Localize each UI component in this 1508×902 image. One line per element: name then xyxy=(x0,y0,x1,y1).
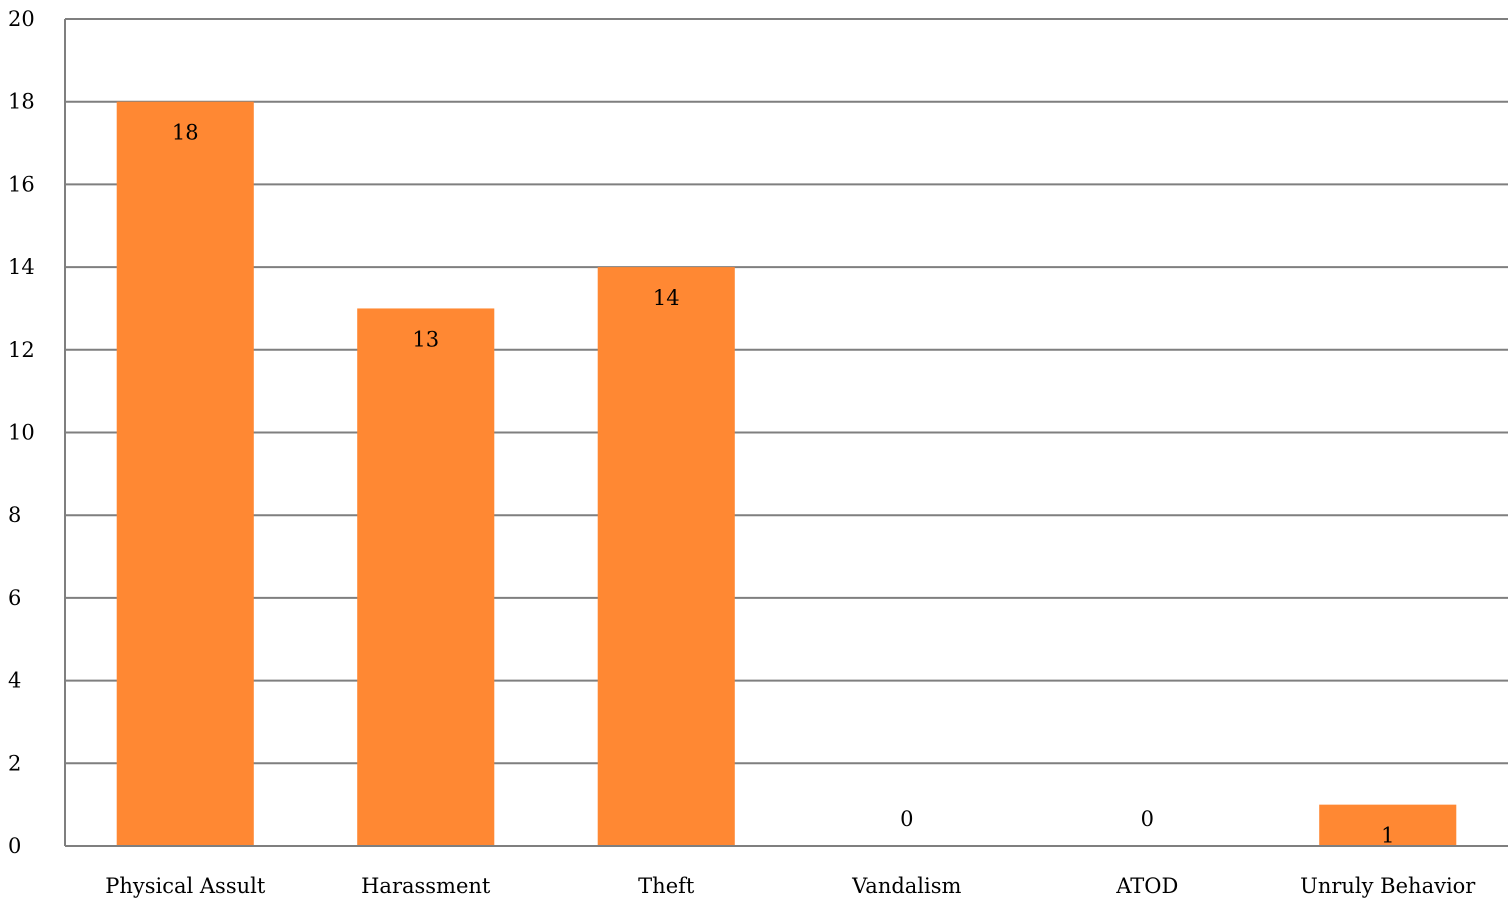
category-label-1: Harassment xyxy=(361,874,491,898)
x-axis-category-labels: Physical Assult Harassment Theft Vandalism A… xyxy=(105,874,1476,898)
gridlines xyxy=(65,18,1508,765)
y-axis-tick-labels: 0 2 4 6 8 10 12 14 16 18 20 xyxy=(8,7,35,858)
bar-5 xyxy=(1319,804,1457,846)
data-label-4: 0 xyxy=(1141,807,1154,831)
category-label-3: Vandalism xyxy=(851,874,961,898)
bar-1 xyxy=(357,308,495,846)
category-label-2: Theft xyxy=(638,874,695,898)
bar-2 xyxy=(597,267,735,847)
category-label-5: Unruly Behavior xyxy=(1300,874,1476,898)
data-label-1: 13 xyxy=(412,327,439,351)
data-label-0: 18 xyxy=(172,121,199,145)
y-tick-label-2: 2 xyxy=(8,751,21,775)
category-label-4: ATOD xyxy=(1115,874,1178,898)
y-tick-label-18: 18 xyxy=(8,90,35,114)
y-tick-label-6: 6 xyxy=(8,586,21,610)
y-tick-label-0: 0 xyxy=(8,834,21,858)
y-tick-label-12: 12 xyxy=(8,338,35,362)
bar-0 xyxy=(116,101,254,846)
data-label-3: 0 xyxy=(900,807,913,831)
data-labels: 18 13 14 0 0 1 xyxy=(172,121,1395,848)
y-tick-label-14: 14 xyxy=(8,255,35,279)
data-label-5: 1 xyxy=(1381,824,1394,848)
y-tick-label-20: 20 xyxy=(8,7,35,31)
data-label-2: 14 xyxy=(653,286,680,310)
y-tick-label-16: 16 xyxy=(8,172,35,196)
y-tick-label-10: 10 xyxy=(8,421,35,445)
category-label-0: Physical Assult xyxy=(105,874,266,898)
y-tick-label-4: 4 xyxy=(8,669,21,693)
bars xyxy=(116,101,1457,847)
y-tick-label-8: 8 xyxy=(8,503,21,527)
